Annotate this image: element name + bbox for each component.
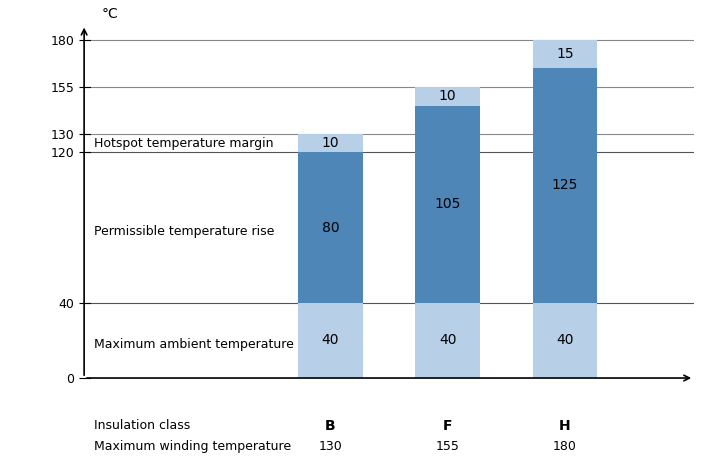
Text: Hotspot temperature margin: Hotspot temperature margin <box>93 136 273 150</box>
Text: 80: 80 <box>322 221 339 235</box>
Text: 10: 10 <box>322 136 339 150</box>
Bar <box>298 303 362 378</box>
Bar <box>298 153 362 303</box>
Text: H: H <box>559 420 571 433</box>
Text: 130: 130 <box>318 440 342 453</box>
Text: B: B <box>325 420 336 433</box>
Bar <box>416 87 480 106</box>
Text: °C: °C <box>102 7 118 21</box>
Bar <box>416 303 480 378</box>
Bar <box>533 303 597 378</box>
Text: 125: 125 <box>552 178 578 192</box>
Bar <box>298 134 362 153</box>
Bar <box>533 40 597 68</box>
Text: Maximum winding temperature: Maximum winding temperature <box>93 440 291 453</box>
Text: Permissible temperature rise: Permissible temperature rise <box>93 225 274 238</box>
Text: 180: 180 <box>553 440 577 453</box>
Text: 155: 155 <box>436 440 460 453</box>
Text: 105: 105 <box>435 197 461 211</box>
Text: Insulation class: Insulation class <box>93 420 190 432</box>
Text: 15: 15 <box>556 47 574 61</box>
Text: 40: 40 <box>439 333 456 348</box>
Text: F: F <box>443 420 452 433</box>
Text: 40: 40 <box>557 333 574 348</box>
Text: 10: 10 <box>439 89 456 103</box>
Text: Maximum ambient temperature: Maximum ambient temperature <box>93 338 294 351</box>
Bar <box>416 106 480 303</box>
Bar <box>533 68 597 303</box>
Text: 40: 40 <box>322 333 339 348</box>
